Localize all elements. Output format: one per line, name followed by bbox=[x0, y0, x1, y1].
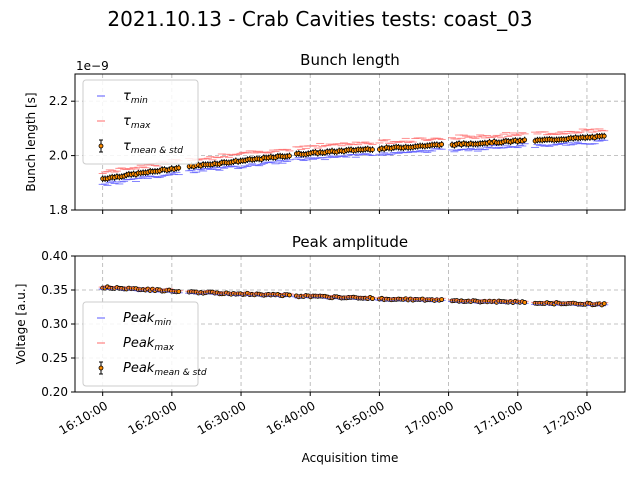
legend-subscript: min bbox=[154, 318, 171, 328]
x-tick-label: 16:30:00 bbox=[195, 398, 249, 437]
x-tick-label: 16:10:00 bbox=[56, 398, 110, 437]
legend-box bbox=[82, 301, 199, 387]
legend-box bbox=[82, 79, 199, 165]
legend-subscript: max bbox=[131, 121, 151, 131]
x-tick-label: 17:10:00 bbox=[472, 398, 526, 437]
mean-point bbox=[522, 137, 528, 143]
legend-symbol: Peak bbox=[123, 361, 155, 376]
x-tick-label: 16:50:00 bbox=[333, 398, 387, 437]
bunch-length-title: Bunch length bbox=[300, 51, 400, 69]
peak-amplitude-panel: Peak amplitude Voltage [a.u.] 0.200.250.… bbox=[14, 233, 626, 438]
legend-label: Peakmean & std bbox=[123, 361, 207, 378]
legend-symbol: Peak bbox=[123, 336, 155, 351]
bunch-length-panel: Bunch length 1e−9 Bunch length [s] 1.8 2.… bbox=[24, 51, 626, 217]
peak-amplitude-title: Peak amplitude bbox=[292, 233, 408, 251]
bunch-length-axes-frame bbox=[74, 73, 626, 211]
x-axis-label: Acquisition time bbox=[302, 451, 399, 465]
figure-title: 2021.10.13 - Crab Cavities tests: coast_… bbox=[107, 7, 532, 31]
legend-symbol: τ bbox=[123, 114, 131, 129]
peak-amplitude-y-ticks: 0.20 0.25 0.30 0.35 0.40 bbox=[41, 249, 75, 399]
legend-subscript: max bbox=[154, 343, 174, 353]
x-tick-label: 16:40:00 bbox=[264, 398, 318, 437]
legend-label: τmean & std bbox=[123, 139, 183, 156]
y-tick-label: 0.35 bbox=[41, 283, 68, 297]
y-tick-label: 1.8 bbox=[49, 203, 68, 217]
bunch-length-y-axis-label: Bunch length [s] bbox=[24, 92, 38, 191]
legend-subscript: mean & std bbox=[154, 368, 206, 378]
bunch-length-x-ticks bbox=[102, 210, 588, 214]
mean-point bbox=[439, 141, 445, 147]
legend-mean-handle bbox=[98, 143, 104, 149]
mean-point bbox=[370, 296, 375, 302]
mean-point bbox=[176, 289, 182, 294]
peak-amplitude-y-axis-label: Voltage [a.u.] bbox=[14, 284, 28, 365]
bunch-length-offset-label: 1e−9 bbox=[76, 59, 109, 73]
legend-symbol: τ bbox=[123, 89, 131, 104]
mean-point bbox=[370, 147, 375, 153]
legend-label: Peakmax bbox=[123, 336, 175, 353]
legend-label: τmin bbox=[123, 89, 148, 106]
legend-subscript: mean & std bbox=[131, 146, 183, 156]
legend-symbol: Peak bbox=[123, 311, 155, 326]
peak-amplitude-axes-frame bbox=[74, 255, 626, 393]
peak-amplitude-x-ticks: 16:10:00 16:20:00 16:30:00 16:40:00 16:50:00… bbox=[56, 392, 594, 438]
legend-label: Peakmin bbox=[123, 311, 172, 328]
legend-label: τmax bbox=[123, 114, 151, 131]
mean-point bbox=[601, 301, 607, 307]
y-tick-label: 0.25 bbox=[41, 351, 68, 365]
y-tick-label: 2.2 bbox=[49, 94, 68, 108]
legend-mean-handle bbox=[98, 365, 104, 371]
mean-point bbox=[439, 297, 445, 302]
y-tick-label: 0.30 bbox=[41, 317, 68, 331]
peak-amplitude-marks bbox=[98, 284, 609, 308]
y-tick-label: 0.20 bbox=[41, 385, 68, 399]
mean-point bbox=[522, 300, 528, 305]
y-tick-label: 0.40 bbox=[41, 249, 68, 263]
x-tick-label: 16:20:00 bbox=[126, 398, 180, 437]
legend-symbol: τ bbox=[123, 139, 131, 154]
y-tick-label: 2.0 bbox=[49, 149, 68, 163]
mean-point bbox=[287, 292, 292, 298]
legend-subscript: min bbox=[131, 96, 148, 106]
x-tick-label: 17:20:00 bbox=[541, 398, 595, 437]
mean-point bbox=[176, 165, 182, 171]
bunch-length-y-ticks: 1.8 2.0 2.2 bbox=[49, 94, 75, 217]
mean-point bbox=[287, 153, 292, 159]
x-tick-label: 17:00:00 bbox=[402, 398, 456, 437]
mean-point bbox=[601, 133, 607, 139]
